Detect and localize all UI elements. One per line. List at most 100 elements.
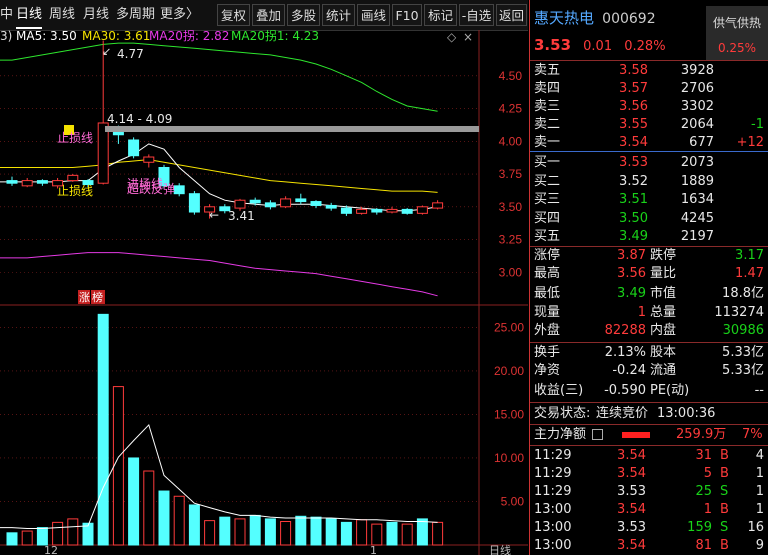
price-tick-label: 4.25 <box>499 102 523 116</box>
stock-header: 惠天热电 000692 <box>534 9 768 27</box>
candle-body <box>310 201 322 206</box>
volume-bar <box>371 523 383 546</box>
stat-value: 113274 <box>714 305 764 320</box>
net-flow-value: 259.9万 <box>676 427 727 442</box>
statistics-button[interactable]: 统计 <box>322 4 355 26</box>
volume-bar <box>249 514 261 546</box>
multi-stock-button[interactable]: 多股 <box>287 4 320 26</box>
bid-row[interactable]: 买三 3.51 1634 <box>530 191 768 209</box>
candle-body <box>173 185 185 195</box>
tick-price: 3.54 <box>617 466 646 481</box>
stat-value: 3.17 <box>735 248 764 263</box>
tab-multi-period[interactable]: 多周期 <box>116 7 156 22</box>
bid-price: 3.49 <box>619 229 648 244</box>
remove-watchlist-button[interactable]: -自选 <box>459 4 494 26</box>
stat-value: -0.590 <box>604 383 646 398</box>
stat-value: 2.13% <box>604 345 646 360</box>
price-tick-label: 4.50 <box>499 69 523 83</box>
tick-row[interactable]: 11:29 3.54 31 B 4 <box>530 447 768 465</box>
tick-volume: 1 <box>703 502 712 517</box>
ask-label: 卖五 <box>534 63 561 78</box>
bid-row[interactable]: 买四 3.50 4245 <box>530 210 768 228</box>
volume-bar <box>188 504 200 546</box>
kline-chart[interactable]: 4.50 4.25 4.00 3.75 3.50 3.25 3.00 25.00 20.00 1… <box>0 30 528 555</box>
back-button[interactable]: 返回 <box>496 4 527 26</box>
adjust-button[interactable]: 复权 <box>217 4 250 26</box>
tick-time: 13:00 <box>534 520 572 535</box>
tick-time: 11:29 <box>534 448 572 463</box>
tick-row[interactable]: 13:00 3.53 159 S 16 <box>530 519 768 537</box>
tab-week[interactable]: 周线 <box>49 7 76 22</box>
candle-body <box>128 139 140 157</box>
stat-label: PE(动) <box>650 383 690 398</box>
tick-count: 16 <box>747 520 764 535</box>
bid-row[interactable]: 买一 3.53 2073 <box>530 154 768 172</box>
price-tick-label: 3.75 <box>499 167 523 181</box>
bid-price: 3.53 <box>619 155 648 170</box>
tick-count: 1 <box>755 484 764 499</box>
overlay-button[interactable]: 叠加 <box>252 4 285 26</box>
candle-body <box>219 206 231 212</box>
candle-body <box>204 206 216 213</box>
volume-ma-line <box>0 423 438 529</box>
ask-row[interactable]: 卖二 3.55 2064 -1 <box>530 116 768 134</box>
low-mark-label: 3.41 <box>228 209 255 223</box>
tab-more[interactable]: 更多〉 <box>160 0 199 30</box>
stock-name: 惠天热电 <box>534 9 595 27</box>
ask-row[interactable]: 卖三 3.56 3302 <box>530 98 768 116</box>
bid-price: 3.50 <box>619 210 648 226</box>
stat-value: -- <box>754 383 764 398</box>
bid-row[interactable]: 买二 3.52 1889 <box>530 173 768 191</box>
volume-bar <box>234 518 246 546</box>
draw-line-button[interactable]: 画线 <box>357 4 390 26</box>
x-label-mid: 1 <box>370 544 377 555</box>
candle-body <box>97 122 109 184</box>
f10-button[interactable]: F10 <box>392 4 422 26</box>
tick-side: B <box>720 502 729 517</box>
volume-tick-label: 10.00 <box>494 451 524 465</box>
sector-box[interactable]: 供气供热 0.25% <box>706 6 768 60</box>
ask-volume: 2064 <box>680 117 714 132</box>
tick-row[interactable]: 11:29 3.53 25 S 1 <box>530 483 768 501</box>
legend-ma20a: MA20拐1: 4.23 <box>231 30 319 43</box>
tick-volume: 159 <box>687 520 712 535</box>
bang-label: 榜 <box>92 290 103 304</box>
tick-time: 13:00 <box>534 538 572 553</box>
ask-row[interactable]: 卖四 3.57 2706 <box>530 80 768 98</box>
ask-change: +12 <box>736 135 764 150</box>
ma30-line <box>0 159 438 193</box>
ask-price: 3.55 <box>619 117 648 132</box>
close-icon[interactable]: × <box>463 30 473 44</box>
ask-volume: 3928 <box>680 63 714 78</box>
list-icon[interactable] <box>592 429 603 440</box>
stop-loss-label-2: 止损线 <box>57 184 93 198</box>
diamond-icon[interactable]: ◇ <box>447 30 457 44</box>
ask-label: 卖四 <box>534 81 561 96</box>
stats-row: 最低 3.49 市值 18.8亿 <box>530 285 768 303</box>
stat-label: 涨停 <box>534 248 561 263</box>
tick-row[interactable]: 13:00 3.54 1 B 1 <box>530 501 768 519</box>
divider-bidask <box>530 151 768 152</box>
bid-row[interactable]: 买五 3.49 2197 <box>530 228 768 246</box>
ask-row[interactable]: 卖一 3.54 677 +12 <box>530 134 768 152</box>
tick-side: S <box>720 520 729 535</box>
tick-price: 3.53 <box>617 520 646 535</box>
gap-band <box>105 126 479 132</box>
tab-month[interactable]: 月线 <box>83 7 110 22</box>
tab-day[interactable]: 日线 <box>16 0 43 29</box>
bid-label: 买五 <box>534 229 561 244</box>
mark-button[interactable]: 标记 <box>424 4 457 26</box>
tick-time: 11:29 <box>534 466 572 481</box>
volume-bar <box>21 530 33 546</box>
net-flow-row[interactable]: 主力净额 259.9万 7% <box>530 426 768 444</box>
tick-row[interactable]: 13:00 3.54 81 B 9 <box>530 537 768 555</box>
stat-label: 外盘 <box>534 323 561 338</box>
ask-row[interactable]: 卖五 3.58 3928 <box>530 62 768 80</box>
volume-bar <box>280 521 292 546</box>
tick-row[interactable]: 11:29 3.54 5 B 1 <box>530 465 768 483</box>
legend-ma30: MA30: 3.61 <box>82 30 150 43</box>
tick-count: 1 <box>755 502 764 517</box>
stats-row: 现量 1 总量 113274 <box>530 304 768 322</box>
price-tick-label: 3.00 <box>499 265 523 279</box>
volume-bar <box>112 386 124 546</box>
